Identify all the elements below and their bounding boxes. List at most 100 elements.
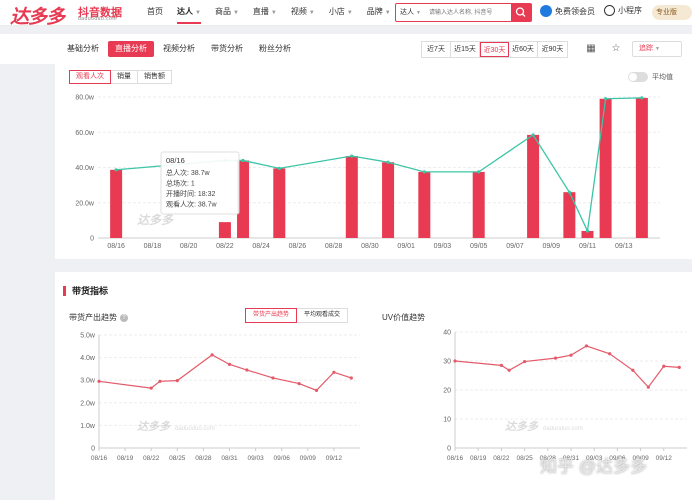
chart-point[interactable] — [297, 381, 301, 386]
chart-point[interactable] — [332, 370, 336, 374]
metric-subtabs: 观看人次 销量 销售额 — [69, 70, 172, 84]
chart-point[interactable] — [608, 352, 612, 356]
calendar-icon[interactable]: ▦ — [586, 43, 596, 54]
nav-item[interactable]: 直播 ▼ — [246, 0, 284, 26]
chart-bar[interactable] — [599, 98, 612, 238]
range-option[interactable]: 近90天 — [541, 46, 564, 53]
chart-bar[interactable] — [581, 230, 594, 238]
chart-bar[interactable] — [218, 222, 231, 238]
chart-point[interactable] — [175, 379, 179, 383]
search-button[interactable] — [511, 4, 531, 21]
chart-bar[interactable] — [635, 97, 648, 238]
analysis-tab[interactable]: 带货分析 — [211, 44, 243, 53]
mini-program-icon — [604, 5, 615, 16]
live-views-card: 观看人次 销量 销售额 平均值 0 20.0w 40.0w 60.0w 80.0w 08/16… — [55, 64, 692, 259]
range-option[interactable]: 近15天 — [451, 42, 480, 57]
chart-point[interactable] — [227, 362, 232, 366]
chart-point[interactable] — [210, 353, 214, 357]
chart-bar[interactable] — [563, 192, 576, 238]
chart-point[interactable] — [314, 388, 319, 392]
chart-point[interactable] — [584, 344, 589, 348]
y-tick-label: 60.0w — [75, 130, 95, 137]
chart-point[interactable] — [245, 368, 249, 372]
nav-item[interactable]: 小店 ▼ — [322, 0, 360, 26]
analysis-tab[interactable]: 视频分析 — [163, 44, 195, 53]
chart-point[interactable] — [531, 133, 535, 137]
nav-item[interactable]: 达人 ▼ — [170, 0, 208, 26]
x-tick-label: 08/22 — [143, 455, 160, 462]
chart-bar[interactable] — [345, 156, 358, 238]
chart-point[interactable] — [631, 368, 635, 372]
logo[interactable]: 达多多 抖音数据 daduoduo.com — [10, 2, 130, 28]
range-option[interactable]: 近60天 — [509, 42, 538, 57]
chart-bar[interactable] — [382, 162, 395, 238]
chart-bar[interactable] — [527, 134, 540, 238]
chart-bar[interactable] — [110, 169, 123, 238]
average-toggle[interactable]: 平均值 — [628, 72, 673, 82]
search-scope-select[interactable]: 达人 ▼ — [400, 7, 421, 17]
chart-point[interactable] — [662, 364, 666, 368]
chart-point[interactable] — [477, 170, 481, 174]
x-tick-label: 09/12 — [656, 455, 673, 462]
chart-point[interactable] — [553, 356, 558, 360]
nav-item[interactable]: 品牌 ▼ — [360, 0, 398, 26]
analysis-tab[interactable]: 基础分析 — [67, 44, 99, 53]
chart-bar[interactable] — [418, 171, 431, 238]
chart-point[interactable] — [271, 376, 275, 380]
chart-point[interactable] — [523, 359, 527, 364]
y-tick-label: 3.0w — [80, 378, 96, 385]
chart-point[interactable] — [349, 376, 353, 380]
chart-point[interactable] — [97, 379, 101, 383]
chart-point[interactable] — [422, 170, 426, 174]
chart-point[interactable] — [507, 368, 511, 372]
x-tick-label: 08/28 — [195, 455, 212, 462]
search-input[interactable] — [429, 5, 509, 20]
chart-point[interactable] — [453, 359, 457, 363]
top-navbar: 达多多 抖音数据 daduoduo.com 首页 达人 ▼ 商品 ▼ 直播 ▼ 视频 ▼ 小店 ▼ 品… — [0, 0, 692, 28]
range-option[interactable]: 近30天 — [480, 42, 509, 57]
chart-bar[interactable] — [273, 168, 286, 238]
sales-switch-option[interactable]: 带货产出趋势 — [245, 308, 298, 323]
chart-point[interactable] — [499, 363, 503, 367]
star-icon[interactable]: ☆ — [611, 43, 621, 54]
chart-point[interactable] — [646, 385, 650, 389]
chart-point[interactable] — [277, 166, 281, 170]
chart-watermark-domain: daduoduo.com — [175, 426, 215, 432]
mini-program-link[interactable]: 小程序 — [604, 5, 642, 16]
metric-subtab[interactable]: 销售额 — [137, 70, 172, 84]
chart-point[interactable] — [114, 168, 118, 172]
chart-point[interactable] — [149, 386, 153, 390]
nav-item-label: 视频 — [290, 7, 307, 16]
chart-bar[interactable] — [237, 160, 250, 238]
nav-item[interactable]: 商品 ▼ — [208, 0, 246, 26]
chart-point[interactable] — [640, 96, 644, 100]
analysis-tab[interactable]: 粉丝分析 — [259, 44, 291, 53]
chart-point[interactable] — [677, 365, 681, 369]
member-label: 免费领会员 — [555, 6, 595, 16]
pro-version-badge[interactable]: 专业版 — [652, 5, 692, 20]
chart-point[interactable] — [585, 229, 590, 233]
chart-bar[interactable] — [472, 171, 485, 238]
nav-item[interactable]: 首页 — [140, 0, 170, 26]
nav-item[interactable]: 视频 ▼ — [284, 0, 322, 26]
chart-point[interactable] — [386, 160, 390, 164]
date-range-selector: 近7天 近15天 近30天 近60天 近90天 — [421, 41, 568, 58]
help-icon[interactable]: ? — [120, 313, 128, 322]
free-member-link[interactable]: 免费领会员 — [540, 5, 595, 17]
chart-point[interactable] — [567, 190, 571, 194]
toggle-switch[interactable] — [628, 72, 648, 82]
x-tick-label: 09/03 — [247, 455, 264, 462]
follow-button[interactable]: 追踪 ▼ — [632, 41, 682, 57]
x-tick-label: 08/24 — [252, 243, 270, 250]
chart-point[interactable] — [158, 379, 162, 383]
y-tick-label: 5.0w — [80, 333, 96, 340]
metric-subtab[interactable]: 观看人次 — [69, 70, 111, 84]
range-option[interactable]: 近7天 — [422, 42, 451, 57]
analysis-tabs: 基础分析 直播分析 视频分析 带货分析 粉丝分析 — [60, 41, 300, 57]
chart-point[interactable] — [569, 353, 573, 357]
chart-point[interactable] — [350, 154, 354, 158]
chart-point[interactable] — [241, 158, 245, 163]
chart-point[interactable] — [604, 97, 608, 101]
x-tick-label: 09/11 — [579, 243, 596, 250]
analysis-tab[interactable]: 直播分析 — [108, 41, 154, 57]
